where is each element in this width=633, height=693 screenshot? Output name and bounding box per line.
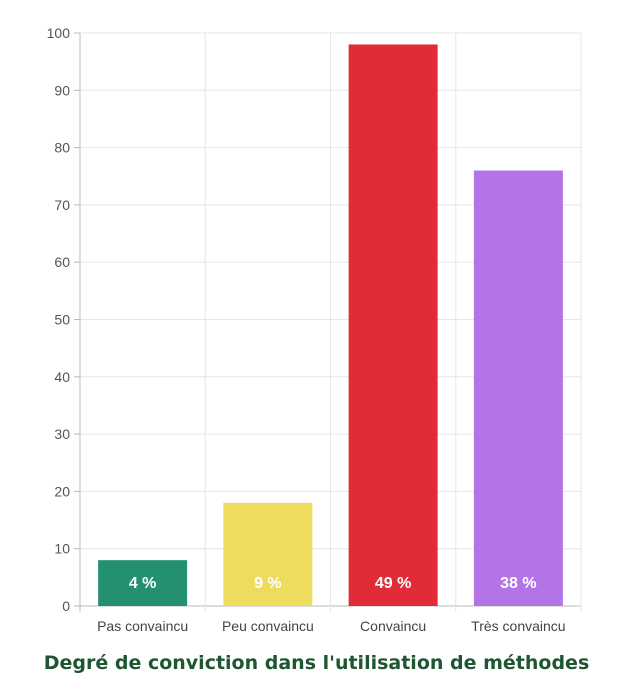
bar [98,560,188,606]
data-label: 9 % [254,575,282,592]
chart-title: Degré de conviction dans l'utilisation d… [43,652,590,674]
data-labels: 4 % 9 % 49 % 38 % [129,575,537,592]
x-tick-label: Pas convaincu [97,618,188,634]
grid-lines [79,32,582,612]
x-tick-label: Peu convaincu [222,618,314,634]
y-tick-label: 60 [54,254,70,270]
x-tick-label: Très convaincu [471,618,565,634]
x-axis-categories: Pas convaincu Peu convaincu Convaincu Très … [97,618,565,634]
x-tick-label: Convaincu [360,618,426,634]
y-axis-ticks: 0 10 20 30 40 50 60 70 80 90 100 [47,25,80,614]
y-tick-label: 40 [54,369,70,385]
data-label: 38 % [500,575,536,592]
y-tick-label: 100 [47,25,71,41]
y-tick-label: 70 [54,197,70,213]
y-tick-label: 90 [54,82,70,98]
data-label: 49 % [375,575,411,592]
bar [473,170,563,606]
y-tick-label: 20 [54,483,70,499]
data-label: 4 % [129,575,157,592]
y-tick-label: 0 [62,598,70,614]
chart-svg: 0 10 20 30 40 50 60 70 80 90 100 4 % 9 % 49 % 38 % Pa… [47,25,582,634]
y-tick-label: 80 [54,140,70,156]
bars [98,44,563,606]
y-tick-label: 50 [54,312,70,328]
y-tick-label: 10 [54,541,70,557]
bar [223,502,313,606]
bar [348,44,438,606]
y-tick-label: 30 [54,426,70,442]
